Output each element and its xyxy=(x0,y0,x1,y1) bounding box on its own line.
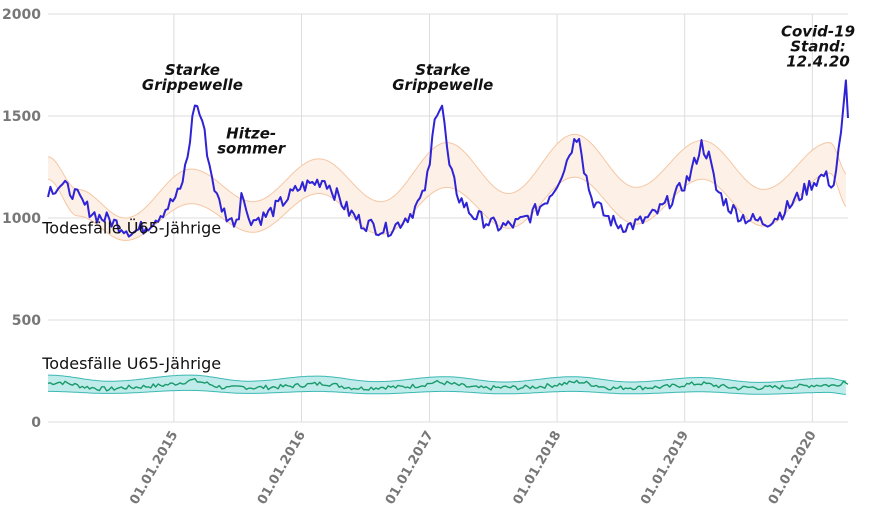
annotation-label: Hitze- xyxy=(226,124,276,142)
annotation-label: Grippewelle xyxy=(392,76,493,94)
u65-series-line xyxy=(47,378,849,392)
y-tick-label: 2000 xyxy=(2,7,41,23)
annotation-label: Stand: xyxy=(790,37,846,55)
y-tick-label: 1000 xyxy=(2,211,41,227)
annotation-label: 12.4.20 xyxy=(786,52,850,70)
o65-band-lower-edge xyxy=(47,172,847,241)
u65-band-lower-edge xyxy=(48,389,846,395)
x-tick-label: 01.01.2016 xyxy=(255,429,309,507)
annotation-label: Covid-19 xyxy=(781,22,855,40)
x-tick-label: 01.01.2015 xyxy=(127,429,181,507)
x-tick-label: 01.01.2019 xyxy=(638,429,692,507)
y-tick-label: 0 xyxy=(31,415,41,431)
u65-band-upper-edge xyxy=(48,374,846,383)
annotation-label: Grippewelle xyxy=(142,76,243,94)
y-tick-label: 1500 xyxy=(2,109,41,125)
annotation-label: sommer xyxy=(217,139,287,157)
x-tick-label: 01.01.2017 xyxy=(383,428,437,507)
annotation-label: Starke xyxy=(415,61,470,79)
u65-series-label: Todesfälle U65-Jährige xyxy=(41,354,221,373)
o65-series-line xyxy=(47,79,849,238)
y-tick-label: 500 xyxy=(12,313,41,329)
x-tick-label: 01.01.2018 xyxy=(510,429,564,507)
annotation-label: Starke xyxy=(165,61,220,79)
o65-series-label: Todesfälle Ü65-Jährige xyxy=(41,218,221,237)
x-tick-label: 01.01.2020 xyxy=(766,429,820,507)
